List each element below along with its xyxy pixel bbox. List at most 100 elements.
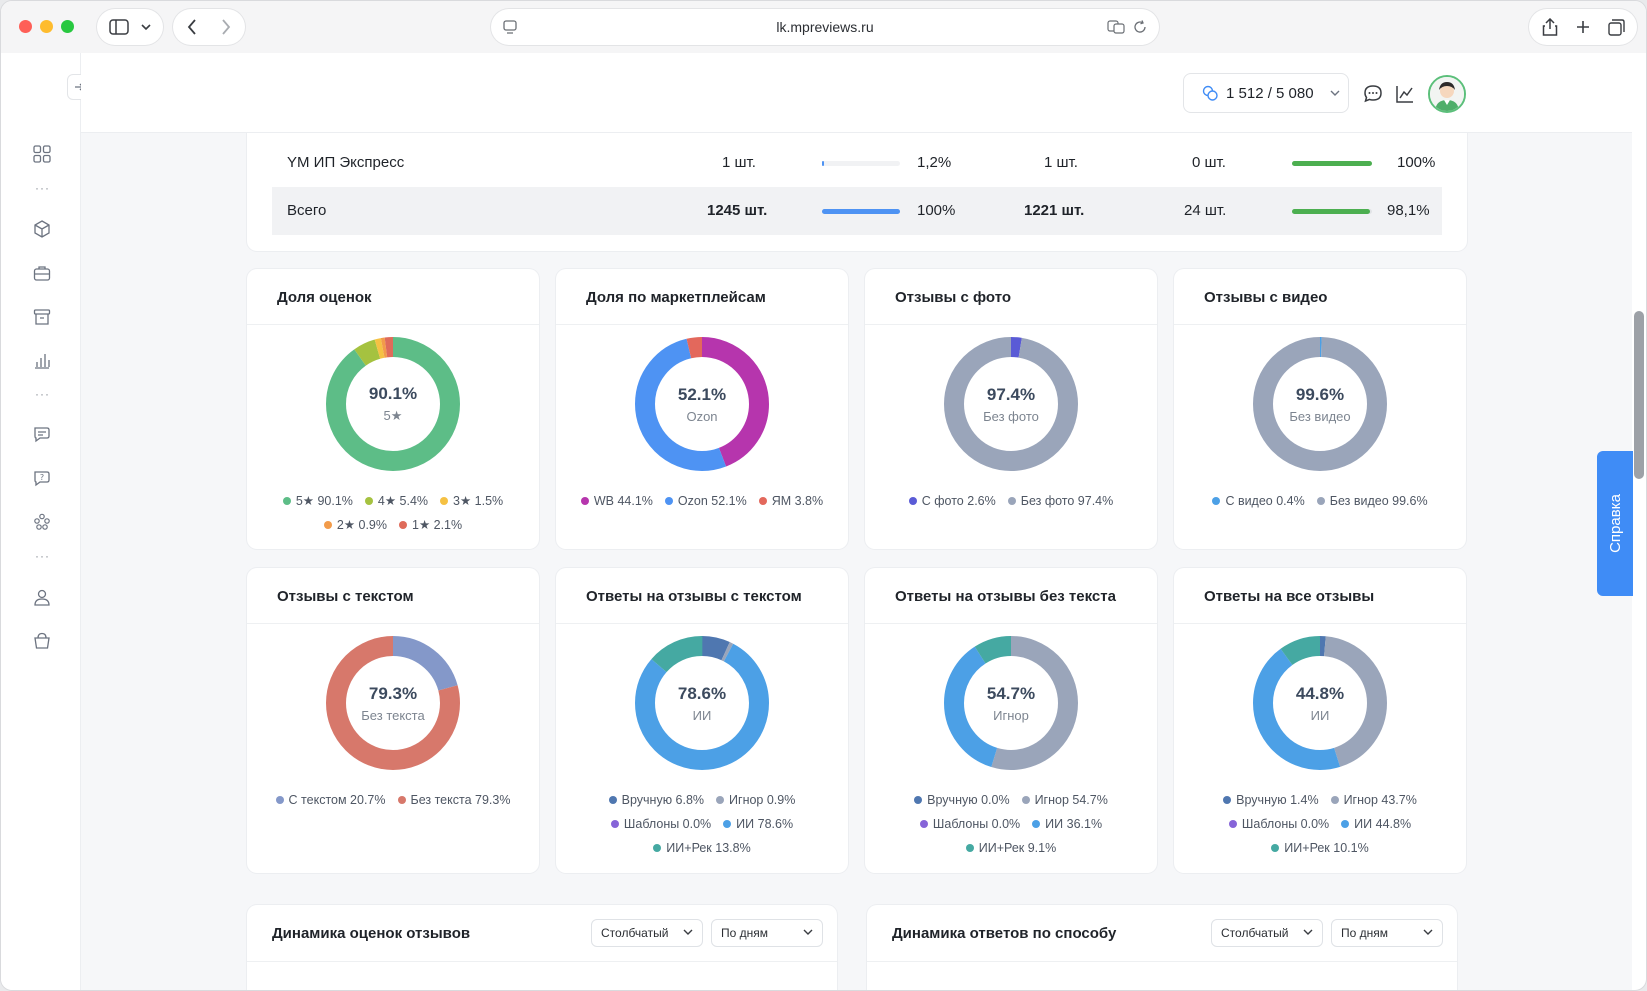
grid-icon[interactable] — [31, 143, 53, 165]
donut-card: Отзывы с фото 97.4% Без фото С фото 2.6% Без… — [865, 269, 1157, 549]
donut-segment[interactable] — [1253, 636, 1387, 770]
browser-actions — [1529, 9, 1637, 45]
cube-icon[interactable] — [31, 218, 53, 240]
legend-label: ИИ 36.1% — [1045, 817, 1103, 831]
legend-label: Вручную 1.4% — [1236, 793, 1319, 807]
bar-chart-icon[interactable] — [31, 350, 53, 372]
legend-dot — [919, 820, 928, 828]
legend-item[interactable]: ИИ 44.8% — [1341, 812, 1411, 836]
legend-item[interactable]: С фото 2.6% — [908, 489, 996, 513]
legend-item[interactable]: Вручную 1.4% — [1223, 788, 1319, 812]
legend-item[interactable]: Вручную 0.0% — [914, 788, 1010, 812]
close-window-button[interactable] — [19, 20, 32, 33]
donut-segment[interactable] — [635, 337, 769, 471]
legend-item[interactable]: С видео 0.4% — [1212, 489, 1305, 513]
donut-segment[interactable] — [326, 337, 460, 471]
legend-item[interactable]: WB 44.1% — [580, 489, 653, 513]
address-bar[interactable]: lk.mpreviews.ru — [491, 9, 1159, 45]
messages-icon[interactable] — [1362, 83, 1384, 105]
legend-item[interactable]: Игнор 54.7% — [1021, 788, 1108, 812]
legend: WB 44.1% Ozon 52.1% ЯМ 3.8% — [566, 489, 838, 513]
reload-icon[interactable] — [1133, 20, 1147, 34]
legend-label: ЯМ 3.8% — [771, 494, 824, 508]
legend-item[interactable]: 3★ 1.5% — [440, 489, 503, 513]
forward-icon[interactable] — [221, 19, 231, 35]
donut-segment[interactable] — [1253, 636, 1387, 770]
row-unanswered: 0 шт. — [1192, 154, 1226, 171]
question-icon[interactable]: ? — [31, 467, 53, 489]
new-tab-icon[interactable] — [1576, 20, 1590, 34]
apps-icon[interactable] — [31, 511, 53, 533]
legend-item[interactable]: ИИ+Рек 13.8% — [653, 836, 751, 860]
legend-item[interactable]: Без фото 97.4% — [1007, 489, 1113, 513]
user-icon[interactable] — [31, 586, 53, 608]
archive-icon[interactable] — [31, 306, 53, 328]
minimize-window-button[interactable] — [40, 20, 53, 33]
page-scrollbar[interactable] — [1634, 311, 1644, 479]
legend-item[interactable]: 1★ 2.1% — [399, 513, 462, 537]
legend-item[interactable]: 4★ 5.4% — [364, 489, 428, 513]
donut-segment[interactable] — [1253, 337, 1387, 471]
donut-segment[interactable] — [635, 337, 769, 471]
legend-label: С текстом 20.7% — [288, 793, 386, 807]
legend-item[interactable]: ИИ+Рек 10.1% — [1271, 836, 1369, 860]
donut-segment[interactable] — [635, 636, 769, 770]
center-value: 78.6% — [677, 683, 727, 703]
row-name: YM ИП Экспресс — [287, 154, 405, 171]
legend-item[interactable]: Шаблоны 0.0% — [610, 812, 711, 836]
legend-dot — [1330, 796, 1339, 804]
legend-item[interactable]: Шаблоны 0.0% — [919, 812, 1020, 836]
legend-item[interactable]: ИИ 78.6% — [723, 812, 793, 836]
donut-segment[interactable] — [635, 636, 769, 770]
translate-icon[interactable] — [1107, 20, 1125, 34]
tabs-overview-icon[interactable] — [1607, 18, 1625, 36]
donut-segment[interactable] — [944, 636, 1078, 770]
chart-type-select[interactable]: Столбчатый — [591, 919, 703, 947]
legend-item[interactable]: 2★ 0.9% — [323, 513, 387, 537]
sidebar-toggle-button[interactable] — [97, 9, 163, 45]
balance-value: 1 512 / 5 080 — [1226, 84, 1314, 102]
chat-icon[interactable] — [31, 423, 53, 445]
donut-segment[interactable] — [944, 636, 1078, 770]
legend-item[interactable]: Вручную 6.8% — [608, 788, 704, 812]
legend-item[interactable]: ЯМ 3.8% — [758, 489, 824, 513]
card-divider — [556, 324, 848, 325]
legend-item[interactable]: Без видео 99.6% — [1316, 489, 1428, 513]
legend-item[interactable]: Ozon 52.1% — [664, 489, 747, 513]
legend: Вручную 1.4% Игнор 43.7% Шаблоны 0.0% ИИ 44… — [1184, 788, 1456, 860]
legend-item[interactable]: ИИ 36.1% — [1032, 812, 1102, 836]
donut-chart — [326, 337, 460, 471]
donut-segment[interactable] — [1253, 636, 1387, 770]
legend: С фото 2.6% Без фото 97.4% — [875, 489, 1147, 513]
legend-item[interactable]: Игнор 0.9% — [716, 788, 795, 812]
zoom-window-button[interactable] — [61, 20, 74, 33]
back-icon[interactable] — [187, 19, 197, 35]
help-tab[interactable]: Справка — [1597, 451, 1633, 596]
legend-item[interactable]: Шаблоны 0.0% — [1228, 812, 1329, 836]
card-divider — [247, 623, 539, 624]
briefcase-icon[interactable] — [31, 262, 53, 284]
share-icon[interactable] — [1542, 18, 1558, 36]
legend-item[interactable]: С текстом 20.7% — [275, 788, 386, 812]
legend-label: 1★ 2.1% — [412, 518, 463, 532]
avatar[interactable] — [1428, 75, 1466, 113]
chevron-down-icon — [683, 929, 693, 935]
card-divider — [867, 961, 1457, 962]
legend-item[interactable]: Без текста 79.3% — [397, 788, 510, 812]
chart-type-select[interactable]: Столбчатый — [1211, 919, 1323, 947]
legend-item[interactable]: ИИ+Рек 9.1% — [965, 836, 1057, 860]
basket-icon[interactable] — [31, 630, 53, 652]
period-select[interactable]: По дням — [1331, 919, 1443, 947]
analytics-icon[interactable] — [1394, 83, 1416, 105]
legend-dot — [664, 497, 673, 505]
donut-segment[interactable] — [326, 636, 460, 770]
legend-label: ИИ+Рек 9.1% — [978, 841, 1057, 855]
balance-dropdown[interactable]: 1 512 / 5 080 — [1183, 73, 1349, 113]
legend-dot — [908, 497, 917, 505]
period-select[interactable]: По дням — [711, 919, 823, 947]
legend-item[interactable]: Игнор 43.7% — [1330, 788, 1417, 812]
donut-segment[interactable] — [944, 337, 1078, 471]
select-value: Столбчатый — [601, 926, 669, 940]
legend-item[interactable]: 5★ 90.1% — [282, 489, 353, 513]
card-divider — [247, 961, 837, 962]
